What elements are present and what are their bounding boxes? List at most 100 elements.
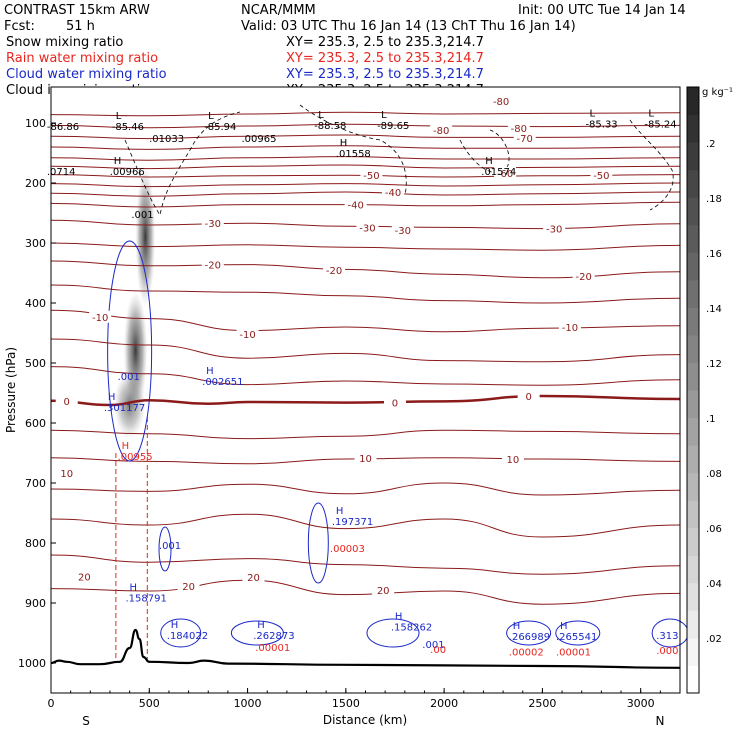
contour-label-bg: [572, 270, 595, 282]
colorbar-swatch: [687, 637, 699, 666]
north-end-label: N: [656, 714, 665, 728]
colorbar-swatch: [687, 252, 699, 281]
isotherm-label: -30: [359, 223, 375, 234]
x-tick-label: 0: [48, 697, 55, 710]
colorbar-swatch: [687, 527, 699, 556]
isotherm-line: [50, 338, 681, 363]
contour-label-bg: [383, 396, 406, 409]
colorbar-swatch: [687, 610, 699, 639]
contour-label-bg: [177, 580, 200, 593]
extremum-value: .00001: [255, 643, 290, 654]
extremum-value: .265541: [556, 632, 597, 643]
isotherm-line: [50, 145, 681, 150]
contour-label-bg: [372, 583, 395, 596]
contour-label-bg: [494, 166, 517, 179]
isotherm-label: -40: [348, 201, 364, 212]
isotherm-label: -60: [497, 169, 513, 180]
isotherm-line: [50, 174, 681, 178]
extremum-value: .00965: [241, 134, 276, 145]
extremum-value: .0714: [47, 167, 76, 178]
y-tick-label: 300: [25, 237, 46, 250]
isotherm-line: [50, 134, 681, 140]
isotherm-label: -80: [493, 97, 509, 108]
contour-label-bg: [55, 394, 78, 407]
contour-label-bg: [490, 94, 513, 107]
extremum-value: .00003: [330, 544, 365, 555]
extremum-marker: H: [336, 506, 344, 517]
extremum-value: .262873: [253, 631, 294, 642]
isotherm-line: [50, 191, 681, 197]
ice-contour: [124, 111, 241, 217]
isotherm-label: -80: [511, 124, 527, 135]
x-tick-label: 3000: [627, 697, 655, 710]
colorbar-tick-label: .02: [706, 634, 722, 645]
isotherm-line: [50, 111, 681, 117]
terrain-line: [50, 628, 681, 669]
isotherm-label: 20: [182, 582, 195, 593]
colorbar-swatch: [687, 142, 699, 171]
valid-time: Valid: 03 UTC Thu 16 Jan 14 (13 ChT Thu …: [241, 19, 576, 34]
contour-label-bg: [543, 222, 566, 235]
extremum-marker: L: [381, 110, 387, 121]
contour-label-bg: [201, 258, 224, 271]
isotherm-label: 10: [359, 454, 372, 465]
contour-label-bg: [236, 328, 259, 341]
forecast-hours: 51 h: [66, 19, 95, 34]
isotherm-line: [50, 579, 681, 605]
extremum-marker: L: [648, 109, 654, 120]
extremum-value: -86.86: [47, 122, 79, 133]
isotherm-label: -50: [593, 171, 609, 182]
extremum-value: .001: [422, 640, 444, 651]
cloud-water-contour: [107, 240, 153, 462]
contour-label-bg: [590, 169, 613, 182]
isotherm-label: -20: [326, 266, 342, 277]
extremum-value: .00002: [509, 648, 544, 659]
contour-label-bg: [501, 453, 524, 465]
contour-label-bg: [354, 451, 377, 464]
y-tick-label: 900: [25, 597, 46, 610]
extremum-marker: H: [122, 441, 130, 452]
isotherm-label: -80: [433, 126, 449, 137]
plot-area: [51, 87, 680, 693]
contour-label-bg: [391, 223, 414, 236]
colorbar-swatch: [687, 582, 699, 611]
colorbar-swatch: [687, 169, 699, 198]
extremum-marker: H: [257, 620, 265, 631]
contour-label-bg: [323, 264, 346, 276]
extremum-value: .000: [656, 646, 678, 657]
contour-label-bg: [513, 132, 536, 144]
legend-field-name: Cloud water mixing ratio: [6, 67, 167, 82]
contour-label-bg: [356, 221, 379, 234]
cloud-water-contour: [160, 618, 202, 648]
extremum-value: .184022: [167, 631, 208, 642]
x-tick-label: 1500: [332, 697, 360, 710]
isotherm-line: [50, 260, 681, 279]
cloud-water-contour: [230, 620, 284, 646]
isotherm-label: -30: [205, 219, 221, 230]
isotherm-label: 20: [247, 573, 260, 584]
extremum-value: .313: [656, 631, 678, 642]
legend-field-xy: XY= 235.3, 2.5 to 235.3,214.7: [286, 67, 484, 82]
extremum-marker: H: [129, 583, 137, 594]
x-tick-label: 500: [139, 697, 160, 710]
colorbar-tick-label: .2: [706, 139, 716, 150]
y-axis: 100 200 300 400 500 600 700 800 900 1000: [18, 117, 56, 670]
isotherm-label: 0: [525, 392, 531, 403]
colorbar-swatch: [687, 197, 699, 226]
south-end-label: S: [82, 714, 90, 728]
extremum-marker: L: [318, 110, 324, 121]
isotherm-label: -30: [395, 226, 411, 237]
extremum-value: .001: [159, 541, 181, 552]
isotherm-label: -70: [517, 134, 533, 145]
institution-label: NCAR/MMM: [241, 3, 316, 18]
extremum-value: .00955: [118, 452, 153, 463]
extremum-value: .00001: [556, 648, 591, 659]
isotherm-line: [50, 482, 681, 496]
cloud-water-contour: [506, 620, 552, 646]
extremum-value: .197371: [332, 517, 373, 528]
y-tick-label: 800: [25, 537, 46, 550]
extremum-value: .158791: [125, 594, 166, 605]
isotherm-label: -10: [562, 323, 578, 334]
colorbar-swatch: [687, 417, 699, 446]
